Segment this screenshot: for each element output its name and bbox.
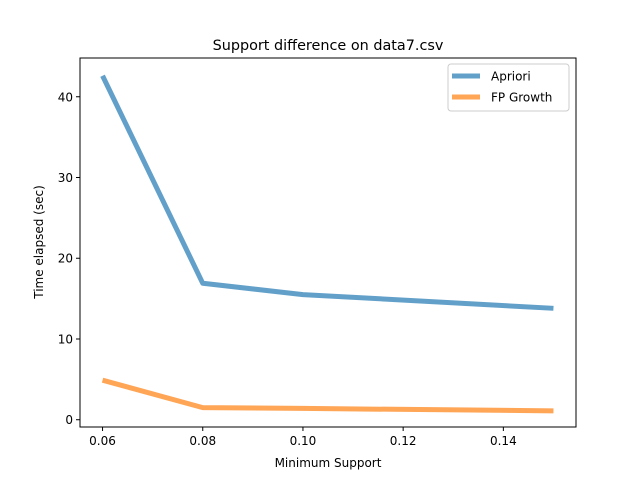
y-tick-label: 0 bbox=[65, 413, 73, 427]
y-tick-label: 10 bbox=[58, 332, 73, 346]
legend-label-fp-growth: FP Growth bbox=[491, 91, 552, 105]
y-tick-label: 20 bbox=[58, 252, 73, 266]
x-tick-label: 0.14 bbox=[490, 434, 517, 448]
axes-frame bbox=[79, 57, 577, 428]
x-tick-label: 0.06 bbox=[89, 434, 116, 448]
y-tick-label: 30 bbox=[58, 171, 73, 185]
x-axis-label: Minimum Support bbox=[275, 456, 382, 470]
chart-title: Support difference on data7.csv bbox=[213, 38, 444, 54]
legend: Apriori FP Growth bbox=[447, 63, 570, 112]
plot-area: 0.06 0.08 0.10 0.12 0.14 0 10 20 30 40 bbox=[58, 57, 577, 448]
x-tick-label: 0.10 bbox=[290, 434, 317, 448]
x-tick-label: 0.12 bbox=[390, 434, 417, 448]
y-axis-label: Time elapsed (sec) bbox=[32, 185, 46, 300]
series-line-fp-growth bbox=[101, 377, 554, 414]
series-line-apriori bbox=[100, 74, 554, 311]
x-tick-label: 0.08 bbox=[189, 434, 216, 448]
legend-label-apriori: Apriori bbox=[491, 70, 531, 84]
y-tick-label: 40 bbox=[58, 90, 73, 104]
